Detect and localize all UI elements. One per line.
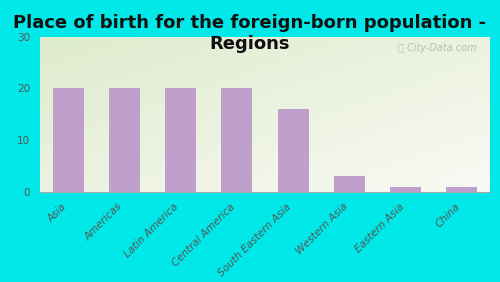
Bar [278, 109, 308, 192]
Bar [390, 187, 421, 192]
Bar [334, 176, 365, 192]
Bar [446, 187, 478, 192]
Bar [52, 88, 84, 192]
Bar [165, 88, 196, 192]
Text: Place of birth for the foreign-born population -
Regions: Place of birth for the foreign-born popu… [14, 14, 486, 53]
Bar [222, 88, 252, 192]
Bar [109, 88, 140, 192]
Text: ⓘ City-Data.com: ⓘ City-Data.com [398, 43, 476, 53]
